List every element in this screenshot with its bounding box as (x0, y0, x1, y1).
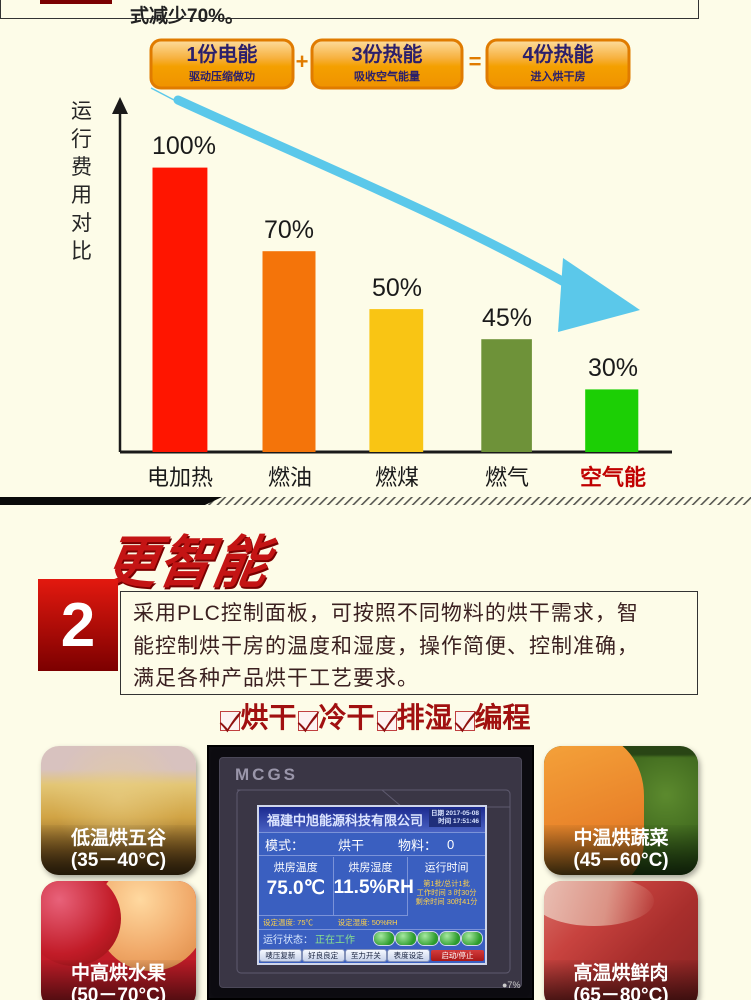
svg-text:+: + (296, 49, 309, 74)
svg-text:=: = (469, 49, 482, 74)
